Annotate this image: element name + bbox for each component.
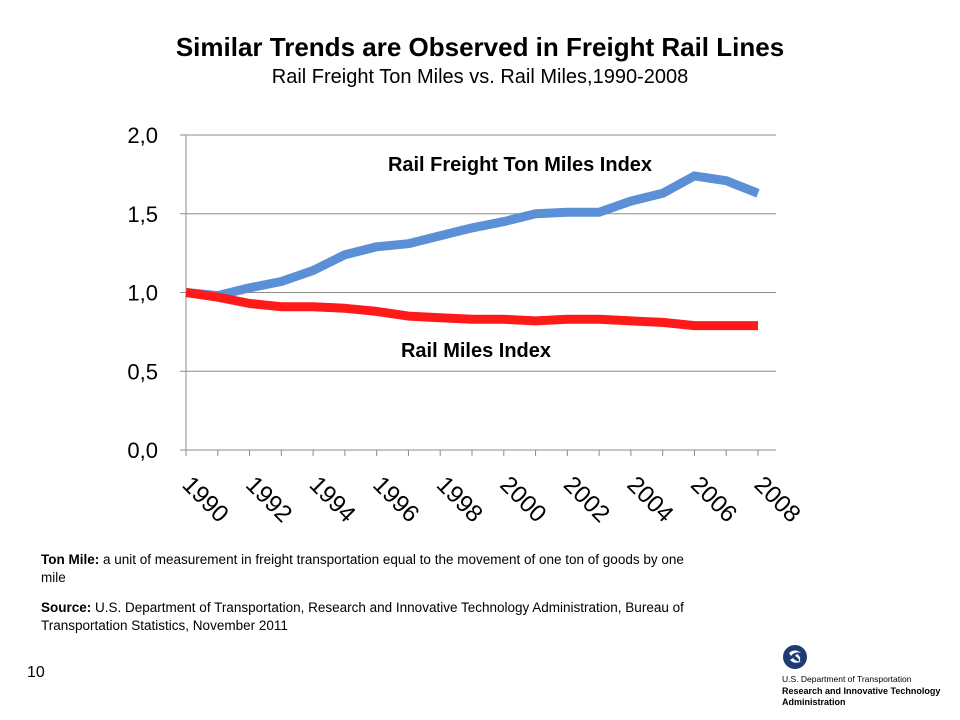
source-label: Source: (41, 600, 92, 615)
x-tick-label: 1992 (240, 471, 297, 528)
x-tick-label: 1990 (177, 471, 234, 528)
source-note: Source: U.S. Department of Transportatio… (41, 599, 701, 635)
x-tick-label: 2004 (622, 471, 679, 528)
x-tick-label: 1998 (431, 471, 488, 528)
series-label-0: Rail Freight Ton Miles Index (388, 154, 652, 176)
line-chart: 0,0 0,5 1,0 1,5 2,0 1990 1992 1994 1996 1998 2000… (127, 123, 806, 528)
series-line-0 (185, 171, 760, 301)
y-tick-label: 0,5 (127, 359, 158, 384)
x-tick-label: 2006 (685, 471, 742, 528)
ton-mile-label: Ton Mile: (41, 552, 100, 567)
ton-mile-note: Ton Mile: a unit of measurement in freig… (41, 551, 701, 587)
series-line-1 (185, 288, 758, 331)
x-tick-label: 1994 (304, 471, 361, 528)
logo-department-text: U.S. Department of Transportation (782, 674, 912, 684)
chart-subtitle: Rail Freight Ton Miles vs. Rail Miles,19… (271, 66, 689, 88)
series-label-1: Rail Miles Index (401, 340, 551, 362)
series-labels: Rail Freight Ton Miles Index Rail Miles I… (388, 154, 652, 362)
series-lines (185, 171, 760, 331)
x-tick-label: 2002 (558, 471, 615, 528)
x-tick-label: 2008 (749, 471, 806, 528)
y-tick-label: 1,5 (127, 202, 158, 227)
x-tick-label: 2000 (495, 471, 552, 528)
y-tick-label: 1,0 (127, 281, 158, 306)
y-tick-label: 2,0 (127, 123, 158, 148)
chart-title: Similar Trends are Observed in Freight R… (175, 32, 785, 62)
source-text: U.S. Department of Transportation, Resea… (41, 600, 684, 633)
logo-agency-text: Research and Innovative Technology Admin… (782, 686, 941, 707)
y-axis-ticks: 0,0 0,5 1,0 1,5 2,0 (127, 123, 158, 463)
gridlines (186, 134, 776, 372)
y-tick-label: 0,0 (127, 438, 158, 463)
x-axis-ticks: 1990 1992 1994 1996 1998 2000 2002 2004 2006 2008 (177, 471, 806, 528)
x-tick-label: 1996 (367, 471, 424, 528)
dot-logo-icon (783, 645, 807, 669)
ton-mile-text: a unit of measurement in freight transpo… (41, 552, 684, 585)
page-number: 10 (27, 664, 45, 681)
